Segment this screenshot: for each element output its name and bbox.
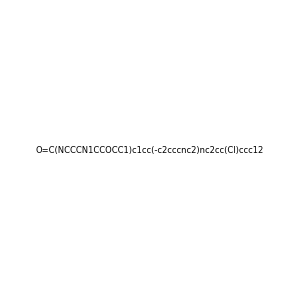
Text: O=C(NCCCN1CCOCC1)c1cc(-c2cccnc2)nc2cc(Cl)ccc12: O=C(NCCCN1CCOCC1)c1cc(-c2cccnc2)nc2cc(Cl… — [36, 146, 264, 154]
